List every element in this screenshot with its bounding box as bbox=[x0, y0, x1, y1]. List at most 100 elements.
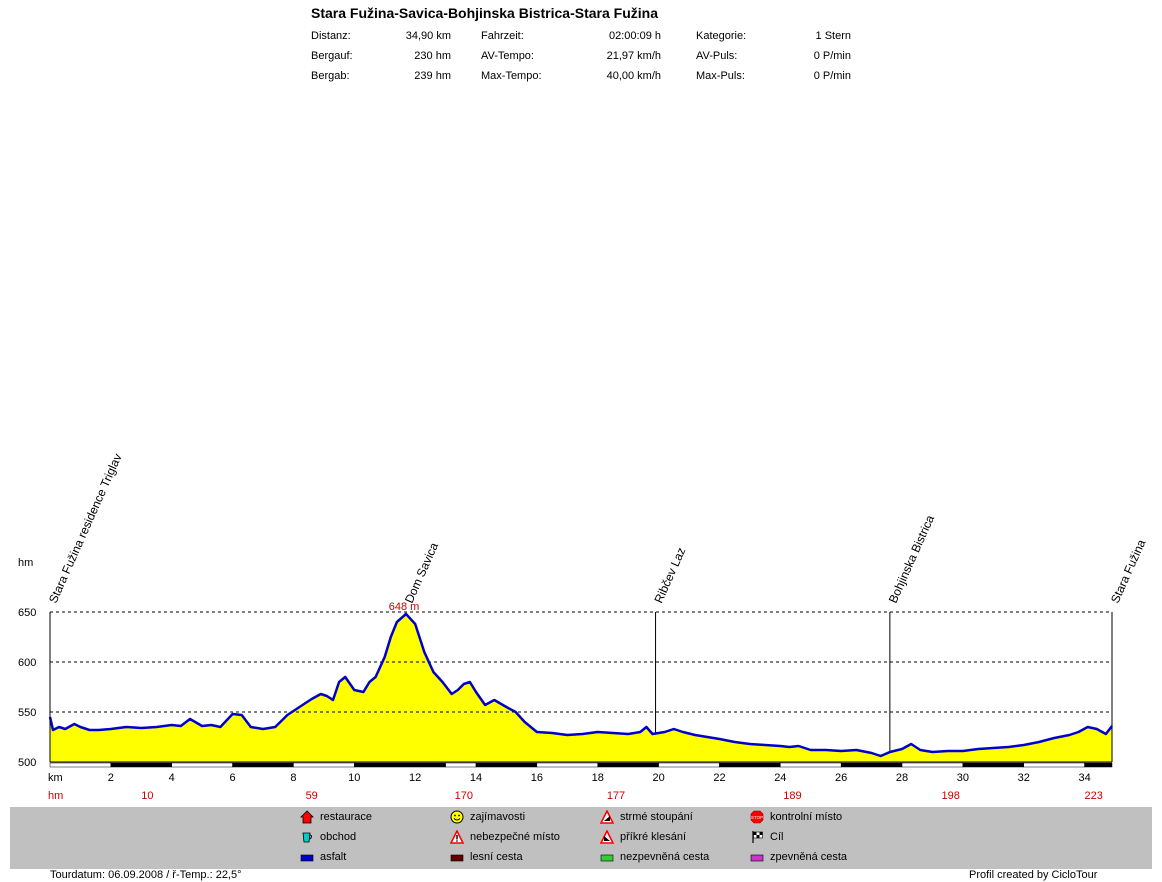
legend-label: nebezpečné místo bbox=[470, 831, 560, 843]
climb-value: 10 bbox=[141, 790, 153, 802]
climb-value: 223 bbox=[1085, 790, 1103, 802]
x-tick-label: 18 bbox=[592, 772, 604, 784]
surface-segment bbox=[780, 762, 842, 768]
x-tick-label: 12 bbox=[409, 772, 421, 784]
peak-label: 648 m bbox=[389, 601, 420, 613]
climb-value: 189 bbox=[783, 790, 801, 802]
surface-segment bbox=[110, 762, 172, 768]
legend-label: příkré klesání bbox=[620, 831, 687, 843]
stat-label: AV-Puls: bbox=[696, 50, 738, 62]
stat-value: 34,90 km bbox=[405, 30, 451, 42]
footer-credit: Profil created by CicloTour bbox=[969, 869, 1098, 881]
swatch-icon bbox=[750, 850, 764, 864]
stat-value: 230 hm bbox=[414, 50, 451, 62]
x-tick-label: 8 bbox=[290, 772, 296, 784]
surface-segment bbox=[658, 762, 720, 768]
stat-value: 0 P/min bbox=[813, 50, 851, 62]
legend-label: lesní cesta bbox=[470, 851, 523, 863]
profile-title: Stara Fužina-Savica-Bohjinska Bistrica-S… bbox=[311, 5, 658, 21]
warning-icon bbox=[449, 829, 465, 844]
x-tick-label: 26 bbox=[835, 772, 847, 784]
x-tick-label: 22 bbox=[713, 772, 725, 784]
surface-segment bbox=[232, 762, 294, 768]
waypoint-label: Stara Fužina bbox=[1108, 537, 1149, 605]
x-tick-label: 4 bbox=[169, 772, 175, 784]
x-tick-label: 24 bbox=[774, 772, 786, 784]
y-tick-label: 550 bbox=[18, 707, 36, 719]
surface-segment bbox=[475, 762, 538, 768]
surface-segment bbox=[445, 762, 477, 768]
surface-segment bbox=[719, 762, 781, 768]
waypoint-label: Stara Fužina residence Triglav bbox=[46, 451, 125, 605]
stat-label: Bergab: bbox=[311, 70, 350, 82]
stat-value: 21,97 km/h bbox=[606, 50, 661, 62]
stat-value: 239 hm bbox=[414, 70, 451, 82]
elevation-line bbox=[48, 612, 1113, 758]
cup-icon bbox=[300, 830, 314, 844]
climb-value: 198 bbox=[942, 790, 960, 802]
x-tick-label: 6 bbox=[230, 772, 236, 784]
swatch-icon bbox=[300, 850, 314, 864]
x-tick-label: 28 bbox=[896, 772, 908, 784]
surface-segment bbox=[171, 762, 233, 768]
stat-label: Fahrzeit: bbox=[481, 30, 524, 42]
footer-tour-date: Tourdatum: 06.09.2008 / ř-Temp.: 22,5° bbox=[50, 869, 242, 881]
surface-segment bbox=[536, 762, 598, 768]
surface-segment bbox=[901, 762, 964, 768]
surface-segment bbox=[962, 762, 1025, 768]
surface-segment bbox=[1084, 762, 1113, 768]
climb-value: 177 bbox=[607, 790, 625, 802]
y-tick-label: 600 bbox=[18, 657, 36, 669]
stat-label: Max-Puls: bbox=[696, 70, 745, 82]
x-tick-label: 2 bbox=[108, 772, 114, 784]
y-tick-label: 500 bbox=[18, 757, 36, 769]
legend-label: strmé stoupání bbox=[620, 811, 693, 823]
surface-segment bbox=[354, 762, 446, 768]
stat-value: 0 P/min bbox=[813, 70, 851, 82]
steep-climb-icon bbox=[599, 809, 615, 824]
surface-segment bbox=[1023, 762, 1085, 768]
smiley-icon bbox=[450, 810, 464, 824]
surface-segment bbox=[49, 762, 112, 768]
legend-label: zpevněná cesta bbox=[770, 851, 848, 863]
elevation-area bbox=[50, 614, 1112, 762]
x-tick-label: 32 bbox=[1018, 772, 1030, 784]
x-tick-label: 14 bbox=[470, 772, 482, 784]
climb-row-label: hm bbox=[48, 790, 63, 802]
stop-icon: STOP bbox=[750, 810, 764, 824]
legend-label: Cíl bbox=[770, 831, 784, 843]
x-tick-label: 20 bbox=[652, 772, 664, 784]
surface-segment bbox=[597, 762, 659, 768]
checkered-flag-icon bbox=[750, 830, 764, 844]
waypoint-label: Bohjinska Bistrica bbox=[886, 513, 937, 606]
x-tick-label: 16 bbox=[531, 772, 543, 784]
stat-value: 40,00 km/h bbox=[606, 70, 661, 82]
legend-label: obchod bbox=[320, 831, 357, 843]
svg-text:STOP: STOP bbox=[751, 815, 763, 820]
steep-descent-icon bbox=[599, 829, 615, 844]
stat-value: 1 Stern bbox=[815, 30, 851, 42]
y-axis-label: hm bbox=[18, 557, 33, 569]
legend-label: nezpevněná cesta bbox=[620, 851, 710, 863]
stat-value: 02:00:09 h bbox=[609, 30, 661, 42]
stat-label: Bergauf: bbox=[311, 50, 353, 62]
stat-label: Kategorie: bbox=[696, 30, 747, 42]
y-tick-label: 650 bbox=[18, 607, 36, 619]
x-tick-label: 30 bbox=[957, 772, 969, 784]
surface-segment bbox=[840, 762, 903, 768]
x-tick-label: 34 bbox=[1078, 772, 1090, 784]
legend-panel: restaurace zajímavosti strmé stoupání STOP k… bbox=[10, 807, 1152, 869]
legend-label: asfalt bbox=[320, 851, 347, 863]
x-tick-label: 10 bbox=[348, 772, 360, 784]
swatch-icon bbox=[450, 850, 464, 864]
stat-label: Max-Tempo: bbox=[481, 70, 542, 82]
waypoint-label: Dom Savica bbox=[402, 540, 441, 605]
house-icon bbox=[300, 810, 314, 824]
climb-value: 59 bbox=[306, 790, 318, 802]
stat-label: Distanz: bbox=[311, 30, 351, 42]
climb-value: 170 bbox=[455, 790, 473, 802]
x-axis-label: km bbox=[48, 772, 63, 784]
legend-label: restaurace bbox=[320, 811, 372, 823]
waypoint-label: Ribčev Laz bbox=[652, 545, 689, 605]
